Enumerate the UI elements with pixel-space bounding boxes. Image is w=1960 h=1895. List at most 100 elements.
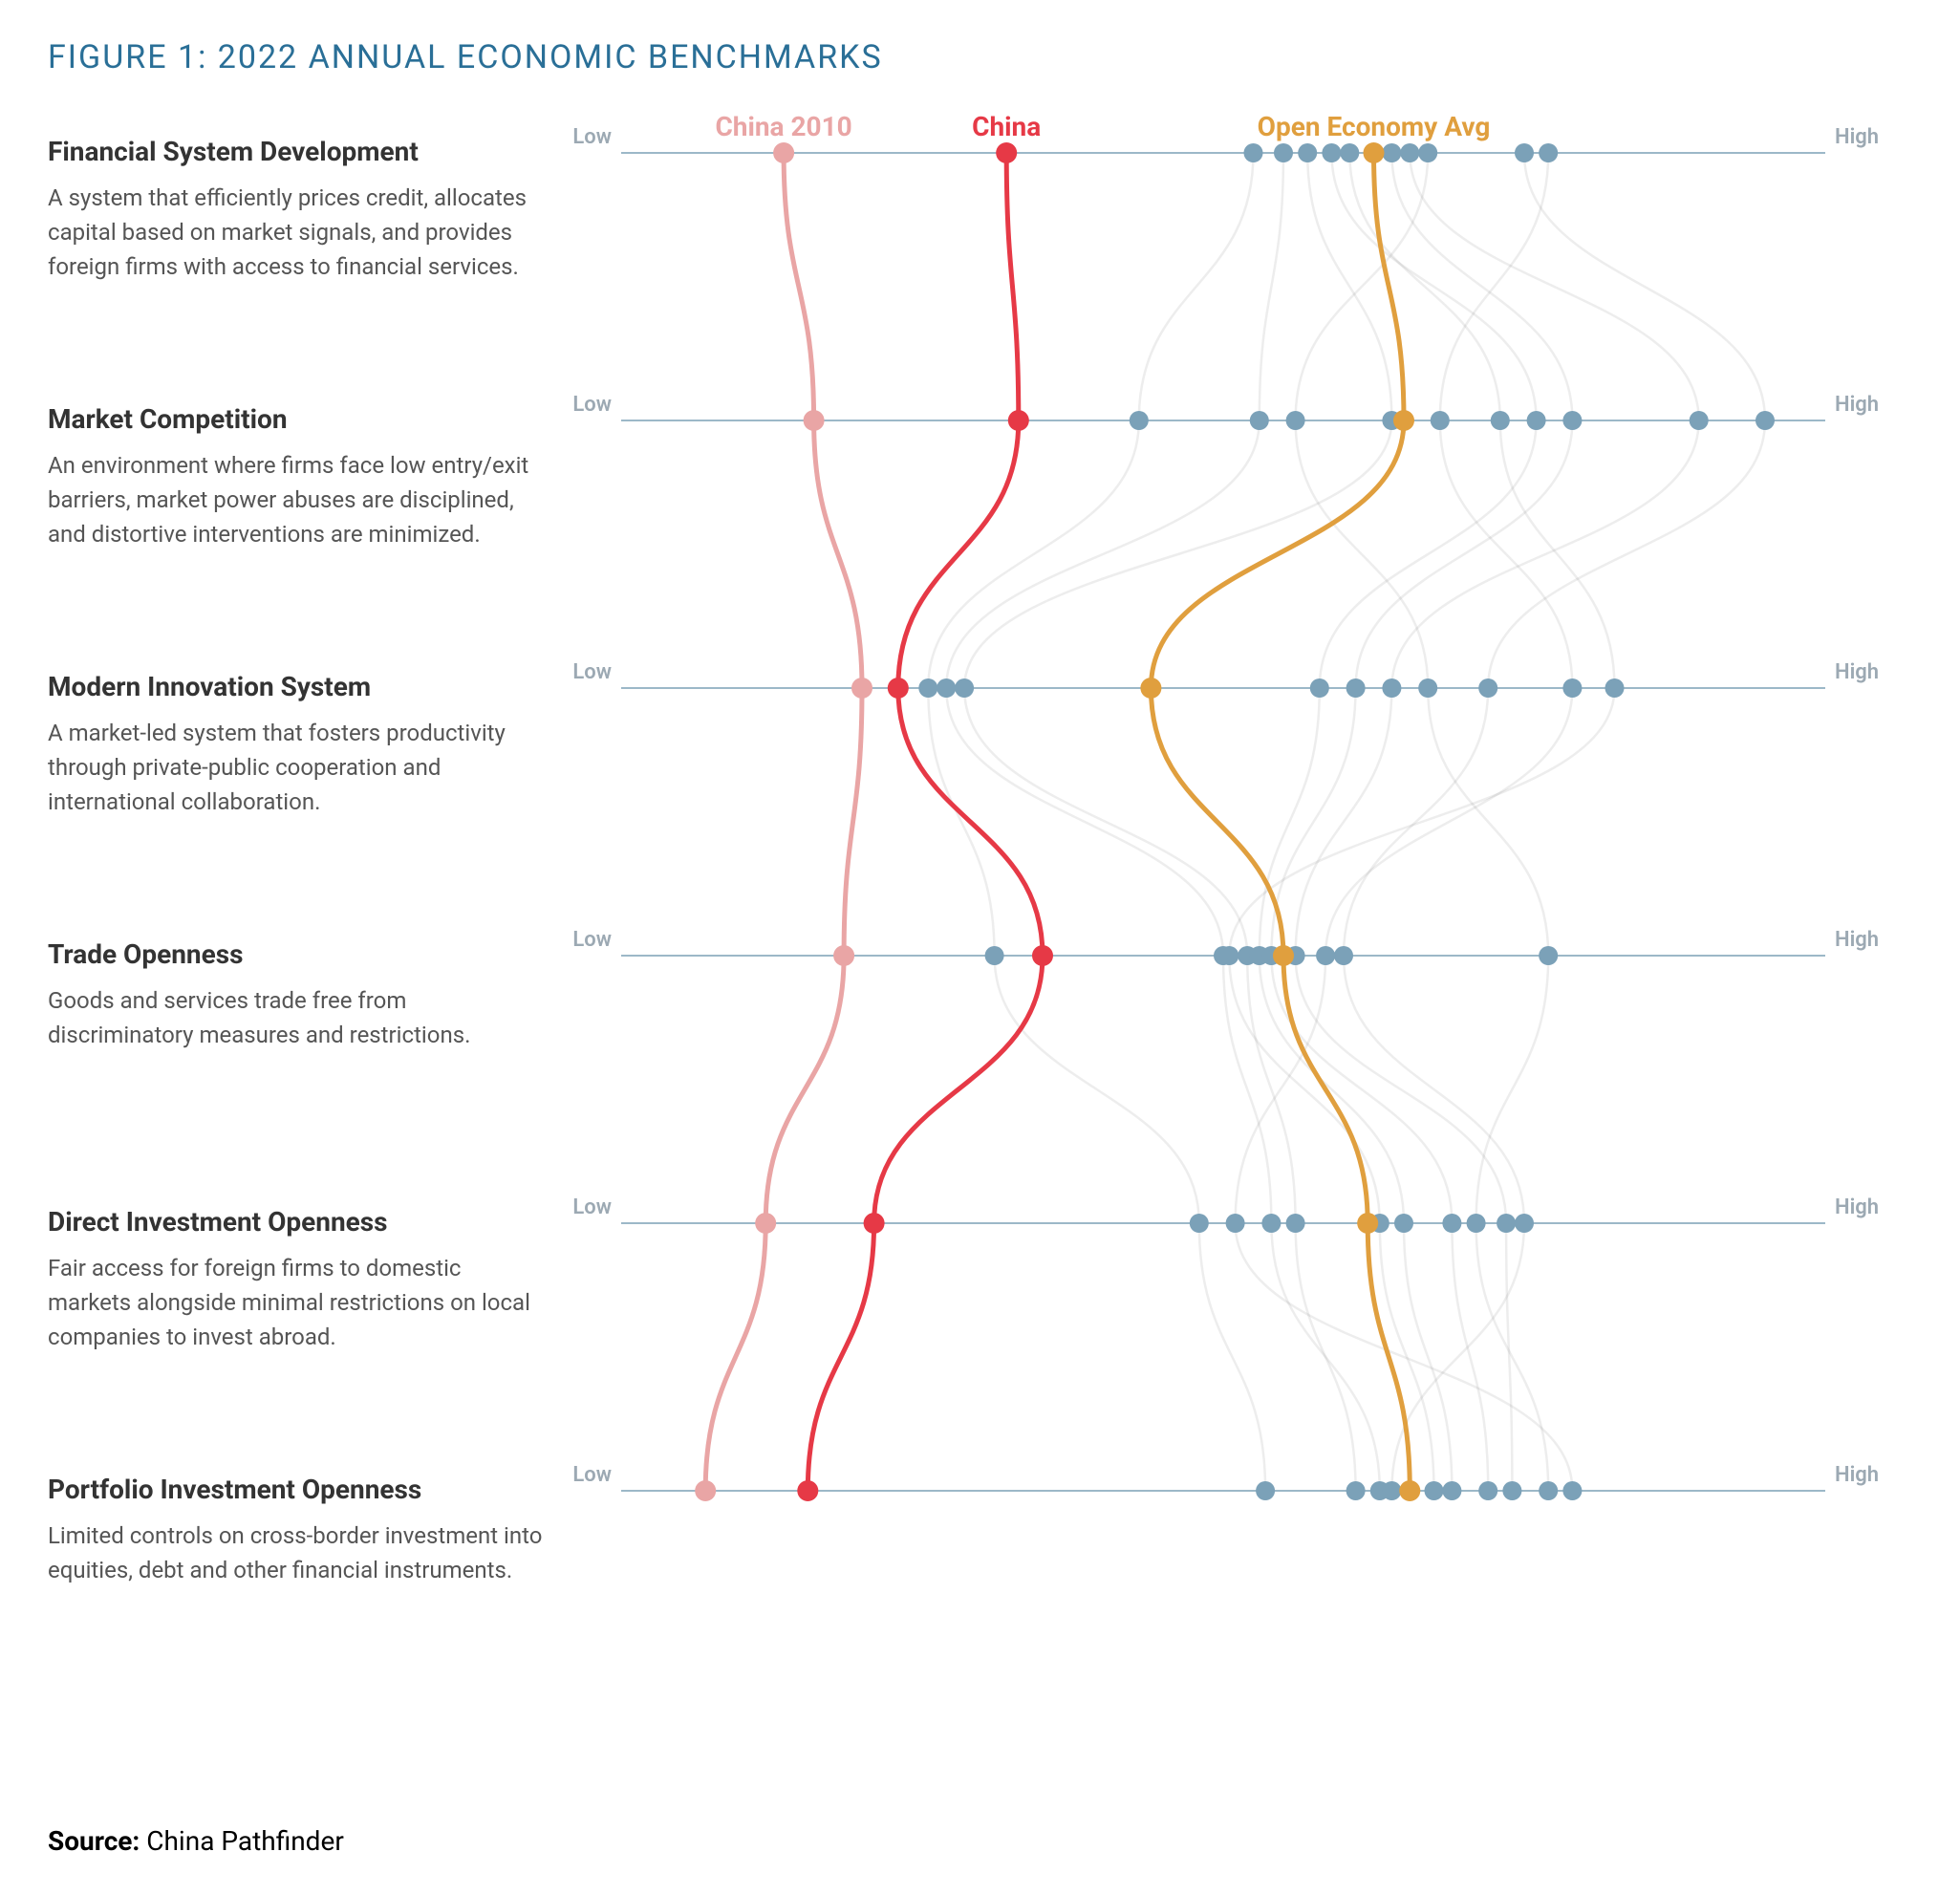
highlight-dot — [1393, 410, 1414, 431]
category-title: Portfolio Investment Openness — [48, 1474, 545, 1505]
category-title: Market Competition — [48, 403, 545, 435]
background-dot — [1219, 946, 1238, 965]
background-dot — [1539, 143, 1558, 162]
background-dot — [1562, 1481, 1582, 1500]
category-description: An environment where firms face low entr… — [48, 448, 545, 551]
source-line: Source: China Pathfinder — [48, 1825, 1912, 1857]
category-description: A system that efficiently prices credit,… — [48, 181, 545, 284]
background-series-line — [1229, 153, 1614, 1491]
axis-high-label: High — [1835, 1195, 1879, 1219]
chart-plot-column: LowHighLowHighLowHighLowHighLowHighLowHi… — [564, 115, 1912, 1777]
category-description: Limited controls on cross-border investm… — [48, 1518, 545, 1587]
background-dot — [1394, 1214, 1413, 1233]
background-dot — [1539, 1481, 1558, 1500]
background-dot — [1478, 678, 1497, 698]
background-dot — [1244, 143, 1263, 162]
background-dot — [1497, 1214, 1516, 1233]
category-block: Trade OpennessGoods and services trade f… — [48, 938, 545, 1052]
background-dot — [1346, 678, 1366, 698]
highlight-dot — [1357, 1213, 1378, 1234]
highlight-dot — [864, 1213, 885, 1234]
background-series-line — [1296, 153, 1699, 1491]
category-block: Financial System DevelopmentA system tha… — [48, 136, 545, 284]
axis-high-label: High — [1835, 1463, 1879, 1487]
background-dot — [1431, 411, 1450, 430]
background-dot — [1478, 1481, 1497, 1500]
figure-title: FIGURE 1: 2022 ANNUAL ECONOMIC BENCHMARK… — [48, 38, 1912, 76]
series-label: China — [972, 115, 1041, 142]
highlight-series-line — [808, 153, 1043, 1491]
background-dot — [1382, 143, 1401, 162]
background-dot — [1690, 411, 1709, 430]
background-dot — [1286, 1214, 1305, 1233]
background-dot — [1425, 1481, 1444, 1500]
background-dot — [955, 678, 974, 698]
background-dot — [1286, 411, 1305, 430]
background-dot — [1418, 678, 1437, 698]
category-block: Direct Investment OpennessFair access fo… — [48, 1206, 545, 1354]
source-value: China Pathfinder — [146, 1825, 344, 1857]
background-dot — [1442, 1481, 1461, 1500]
background-dot — [985, 946, 1004, 965]
background-dot — [1310, 678, 1329, 698]
background-dot — [1334, 946, 1353, 965]
background-dot — [1298, 143, 1317, 162]
highlight-dot — [1008, 410, 1029, 431]
highlight-dot — [797, 1480, 818, 1501]
background-dot — [918, 678, 937, 698]
axis-low-label: Low — [572, 125, 612, 149]
series-label: China 2010 — [715, 115, 851, 142]
highlight-dot — [1399, 1480, 1420, 1501]
axis-low-label: Low — [572, 928, 612, 952]
background-dot — [1562, 678, 1582, 698]
category-description: A market-led system that fosters product… — [48, 716, 545, 819]
background-dot — [1316, 946, 1335, 965]
highlight-dot — [695, 1480, 716, 1501]
background-dot — [1261, 1214, 1281, 1233]
axis-high-label: High — [1835, 393, 1879, 417]
axis-low-label: Low — [572, 660, 612, 684]
highlight-series-line — [1151, 153, 1410, 1491]
highlight-dot — [804, 410, 825, 431]
series-label: Open Economy Avg — [1258, 115, 1491, 142]
highlight-dot — [773, 142, 794, 163]
background-dot — [1515, 1214, 1534, 1233]
background-dot — [1502, 1481, 1521, 1500]
category-title: Direct Investment Openness — [48, 1206, 545, 1238]
background-dot — [1382, 1481, 1401, 1500]
category-labels-column: Financial System DevelopmentA system tha… — [48, 115, 545, 1777]
background-dot — [1515, 143, 1534, 162]
category-block: Modern Innovation SystemA market-led sys… — [48, 671, 545, 819]
background-dot — [1256, 1481, 1275, 1500]
background-series-line — [1236, 153, 1573, 1491]
background-dot — [1605, 678, 1625, 698]
background-dot — [1491, 411, 1510, 430]
background-dot — [1755, 411, 1775, 430]
parallel-coordinates-chart: LowHighLowHighLowHighLowHighLowHighLowHi… — [564, 115, 1902, 1777]
highlight-dot — [996, 142, 1017, 163]
chart-container: Financial System DevelopmentA system tha… — [48, 115, 1912, 1777]
background-dot — [1442, 1214, 1461, 1233]
highlight-dot — [1364, 142, 1385, 163]
axis-high-label: High — [1835, 928, 1879, 952]
category-block: Portfolio Investment Openness Limited con… — [48, 1474, 545, 1587]
highlight-dot — [1032, 945, 1053, 966]
source-label: Source: — [48, 1825, 140, 1857]
highlight-dot — [851, 678, 872, 699]
background-dot — [1527, 411, 1546, 430]
background-dot — [1226, 1214, 1245, 1233]
highlight-dot — [833, 945, 854, 966]
background-dot — [1340, 143, 1359, 162]
highlight-series-line — [705, 153, 862, 1491]
highlight-dot — [1273, 945, 1294, 966]
category-title: Trade Openness — [48, 938, 545, 970]
background-dot — [937, 678, 956, 698]
axis-low-label: Low — [572, 1195, 612, 1219]
background-dot — [1467, 1214, 1486, 1233]
background-dot — [1274, 143, 1293, 162]
highlight-dot — [1140, 678, 1161, 699]
background-dot — [1382, 678, 1401, 698]
background-dot — [1346, 1481, 1366, 1500]
axis-low-label: Low — [572, 1463, 612, 1487]
axis-low-label: Low — [572, 393, 612, 417]
